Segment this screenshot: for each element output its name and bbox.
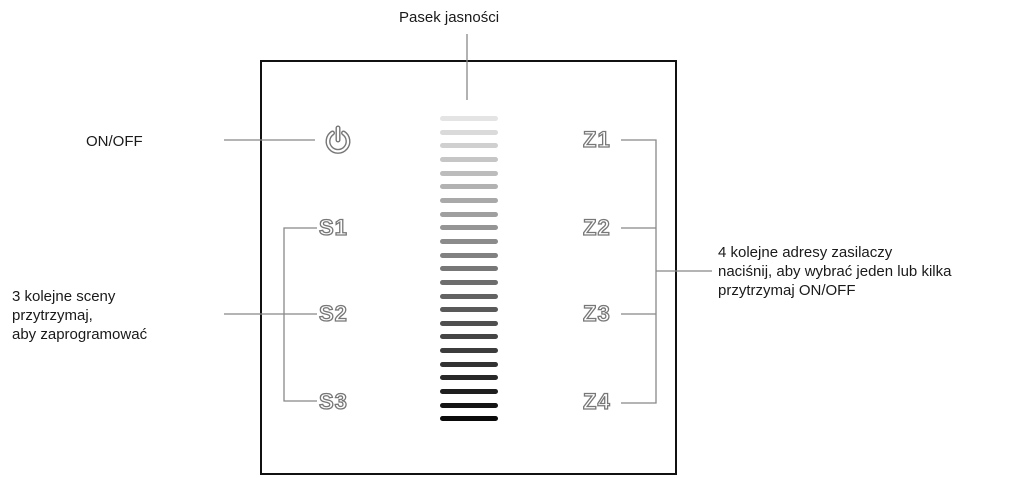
zone-button-z4[interactable]: Z4: [582, 389, 611, 414]
brightness-segment[interactable]: [440, 348, 498, 354]
brightness-bar-annotation: Pasek jasności: [399, 9, 500, 26]
brightness-segment[interactable]: [440, 402, 498, 408]
brightness-segment[interactable]: [440, 279, 498, 285]
brightness-segment[interactable]: [440, 156, 498, 162]
zone-button-z1[interactable]: Z1: [582, 127, 611, 152]
brightness-segment[interactable]: [440, 170, 498, 176]
power-icon[interactable]: [324, 125, 352, 155]
zone-button-z2[interactable]: Z2: [582, 215, 611, 240]
brightness-segment[interactable]: [440, 211, 498, 217]
brightness-segment[interactable]: [440, 334, 498, 340]
brightness-segment[interactable]: [440, 116, 498, 121]
brightness-segment[interactable]: [440, 361, 498, 367]
scene-button-s2[interactable]: S2: [318, 301, 348, 326]
brightness-segment[interactable]: [440, 252, 498, 258]
zones-bracket: [621, 139, 657, 404]
on-off-annotation: ON/OFF: [86, 133, 143, 150]
brightness-segment[interactable]: [440, 197, 498, 203]
scene-button-s3[interactable]: S3: [318, 389, 348, 414]
brightness-segment[interactable]: [440, 293, 498, 299]
scene-button-s1[interactable]: S1: [318, 215, 348, 240]
brightness-segment[interactable]: [440, 266, 498, 272]
brightness-segment[interactable]: [440, 129, 498, 135]
brightness-segment[interactable]: [440, 143, 498, 149]
brightness-segment[interactable]: [440, 238, 498, 244]
zone-button-z3[interactable]: Z3: [582, 301, 611, 326]
brightness-segment[interactable]: [440, 320, 498, 326]
brightness-segment[interactable]: [440, 389, 498, 394]
brightness-segment[interactable]: [440, 307, 498, 313]
brightness-segment[interactable]: [440, 184, 498, 190]
brightness-segment[interactable]: [440, 225, 498, 231]
scenes-annotation: 3 kolejne sceny przytrzymaj, aby zaprogr…: [12, 288, 148, 343]
brightness-segment[interactable]: [440, 416, 498, 422]
brightness-segment[interactable]: [440, 375, 498, 381]
zones-annotation: 4 kolejne adresy zasilaczy naciśnij, aby…: [718, 244, 952, 299]
